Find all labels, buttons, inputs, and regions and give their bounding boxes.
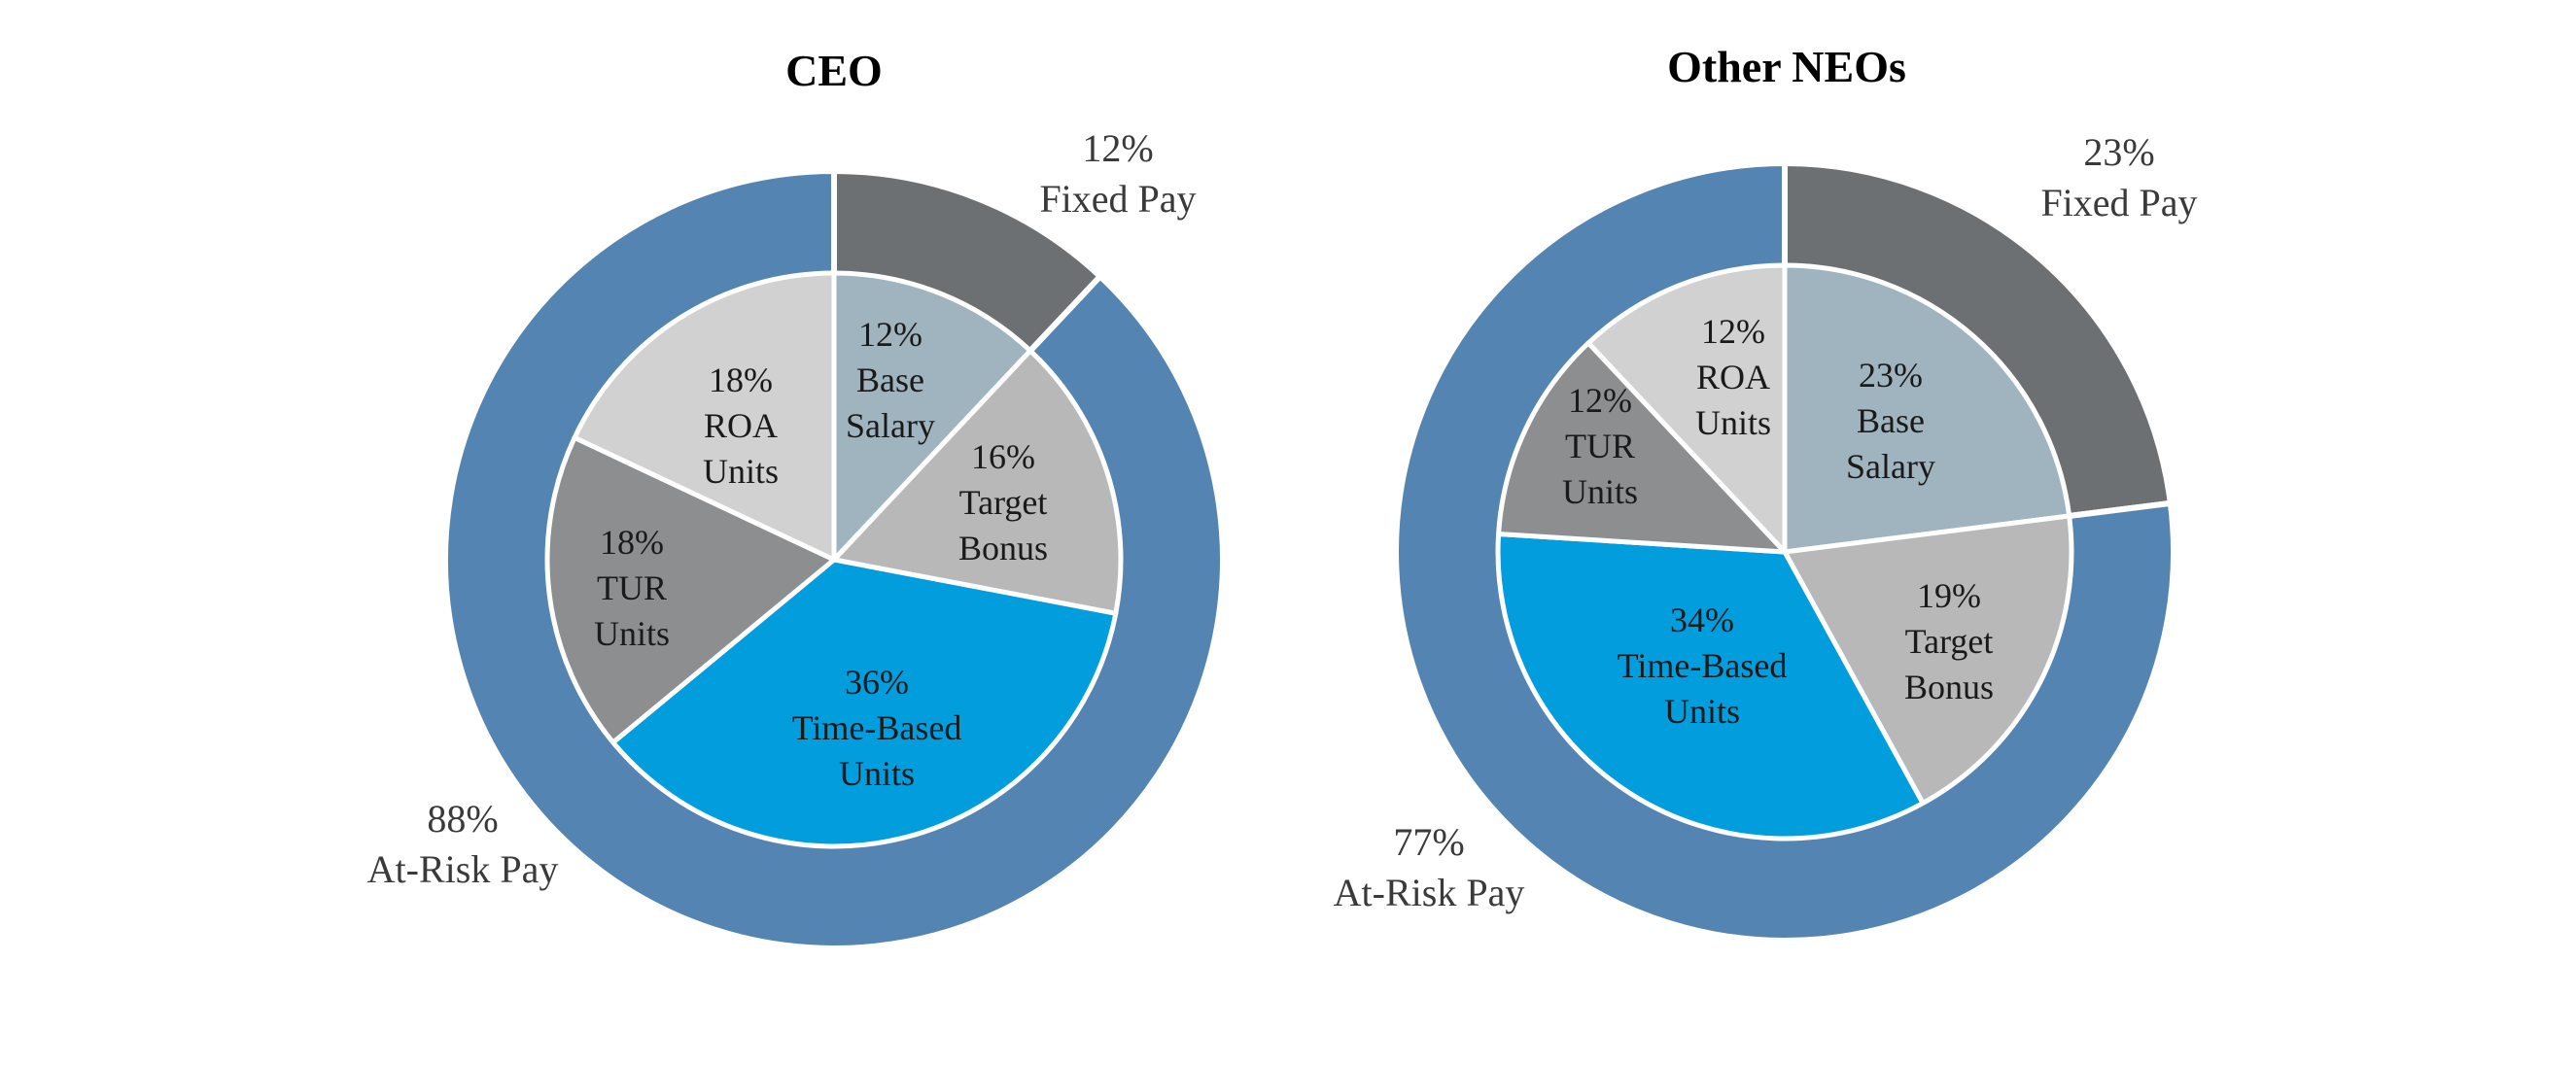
ceo-slice-label-target-bonus: 16% Target Bonus	[958, 437, 1048, 567]
ceo-slice-label-time-based-units: 36% Time-Based Units	[792, 663, 962, 793]
ceo-pay-chart: CEO 12% Base Salary 16% Target Bonus 36% Time-B…	[367, 46, 1226, 951]
ceo-slice-roa-units	[572, 270, 837, 563]
ceo-slice-tur-units	[544, 434, 837, 745]
ceo-slice-time-based-units	[610, 557, 1119, 849]
other-neos-slice-label-roa-units: 12% ROA Units	[1695, 312, 1771, 442]
other-neos-ring-label-fixed-pay: 23% Fixed Pay	[2040, 130, 2197, 224]
ceo-slice-target-bonus	[831, 348, 1124, 616]
ceo-ring-label-at-risk-pay: 88% At-Risk Pay	[367, 797, 559, 891]
other-neos-slice-label-base-salary: 23% Base Salary	[1846, 356, 1935, 486]
other-neos-pay-chart: Other NEOs 23% Base Salary 19% Target Bonus 34…	[1334, 42, 2198, 944]
ceo-ring-label-fixed-pay: 12% Fixed Pay	[1039, 126, 1196, 221]
other-neos-slice-tur-units	[1496, 340, 1788, 555]
other-neos-slice-label-target-bonus: 19% Target Bonus	[1904, 576, 1994, 706]
ceo-slice-label-roa-units: 18% ROA Units	[703, 361, 779, 491]
other-neos-slice-target-bonus	[1782, 513, 2074, 807]
other-neos-ring-label-at-risk-pay: 77% At-Risk Pay	[1334, 820, 1525, 914]
ceo-slice-label-base-salary: 12% Base Salary	[846, 315, 935, 445]
other-neos-slice-time-based-units	[1495, 531, 1926, 842]
ceo-chart-title: CEO	[785, 46, 883, 95]
ceo-slice-label-tur-units: 18% TUR Units	[594, 523, 670, 653]
other-neos-chart-title: Other NEOs	[1667, 42, 1906, 91]
other-neos-slice-base-salary	[1782, 262, 2072, 555]
ceo-slice-base-salary	[831, 270, 1033, 563]
other-neos-slice-label-time-based-units: 34% Time-Based Units	[1618, 601, 1788, 731]
other-neos-slice-label-tur-units: 12% TUR Units	[1562, 381, 1638, 511]
other-neos-slice-roa-units	[1585, 262, 1788, 555]
